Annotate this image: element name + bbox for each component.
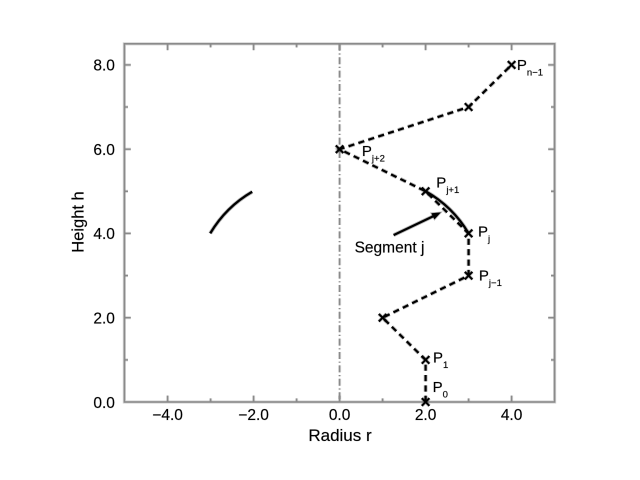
svg-text:0.0: 0.0 <box>329 407 351 424</box>
svg-text:6.0: 6.0 <box>93 142 115 159</box>
svg-text:2.0: 2.0 <box>93 311 115 328</box>
svg-text:Segment j: Segment j <box>355 239 425 256</box>
svg-text:Height h: Height h <box>70 191 88 252</box>
svg-text:0.0: 0.0 <box>93 395 115 412</box>
svg-text:Pj: Pj <box>478 224 490 245</box>
svg-text:P1: P1 <box>433 350 448 371</box>
svg-text:−4.0: −4.0 <box>152 407 183 424</box>
svg-text:4.0: 4.0 <box>93 226 115 243</box>
svg-text:−2.0: −2.0 <box>238 407 269 424</box>
svg-text:4.0: 4.0 <box>501 407 523 424</box>
svg-text:8.0: 8.0 <box>93 58 115 75</box>
svg-text:2.0: 2.0 <box>415 407 437 424</box>
svg-text:Radius r: Radius r <box>308 426 372 445</box>
